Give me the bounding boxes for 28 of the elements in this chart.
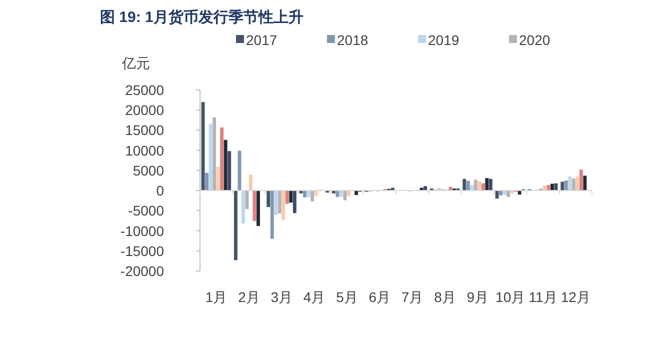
x-tick-label: 1月 (205, 289, 228, 305)
x-tick-label: 2月 (238, 289, 260, 305)
y-tick-label: 10000 (125, 142, 164, 158)
x-tick-label: 10月 (496, 289, 526, 305)
y-tick-label: -5000 (128, 202, 164, 219)
legend-label: 2019 (428, 32, 460, 48)
x-tick-label: 3月 (270, 289, 293, 305)
x-tick-label: 9月 (466, 289, 489, 305)
y-axis-title: 亿元 (121, 55, 150, 71)
y-tick-label: 5000 (132, 162, 164, 178)
legend-label: 2020 (519, 32, 550, 48)
legend-label: 2017 (246, 32, 278, 48)
x-tick-label: 5月 (336, 289, 358, 305)
y-tick-label: 20000 (125, 102, 164, 118)
x-tick-label: 11月 (528, 289, 558, 305)
y-tick-label: -10000 (120, 222, 164, 239)
chart-title: 图 19: 1月货币发行季节性上升 (100, 9, 304, 26)
y-tick-label: -15000 (120, 242, 164, 259)
y-tick-label: 25000 (125, 82, 164, 98)
legend-label: 2018 (337, 32, 368, 48)
x-tick-label: 8月 (434, 289, 456, 305)
y-tick-label: 15000 (125, 122, 164, 138)
y-tick-label: 0 (156, 182, 164, 199)
x-tick-label: 7月 (401, 289, 424, 305)
x-tick-label: 12月 (560, 289, 590, 305)
x-tick-label: 6月 (368, 289, 391, 305)
y-tick-label: -20000 (120, 263, 164, 279)
x-tick-label: 4月 (303, 289, 326, 305)
